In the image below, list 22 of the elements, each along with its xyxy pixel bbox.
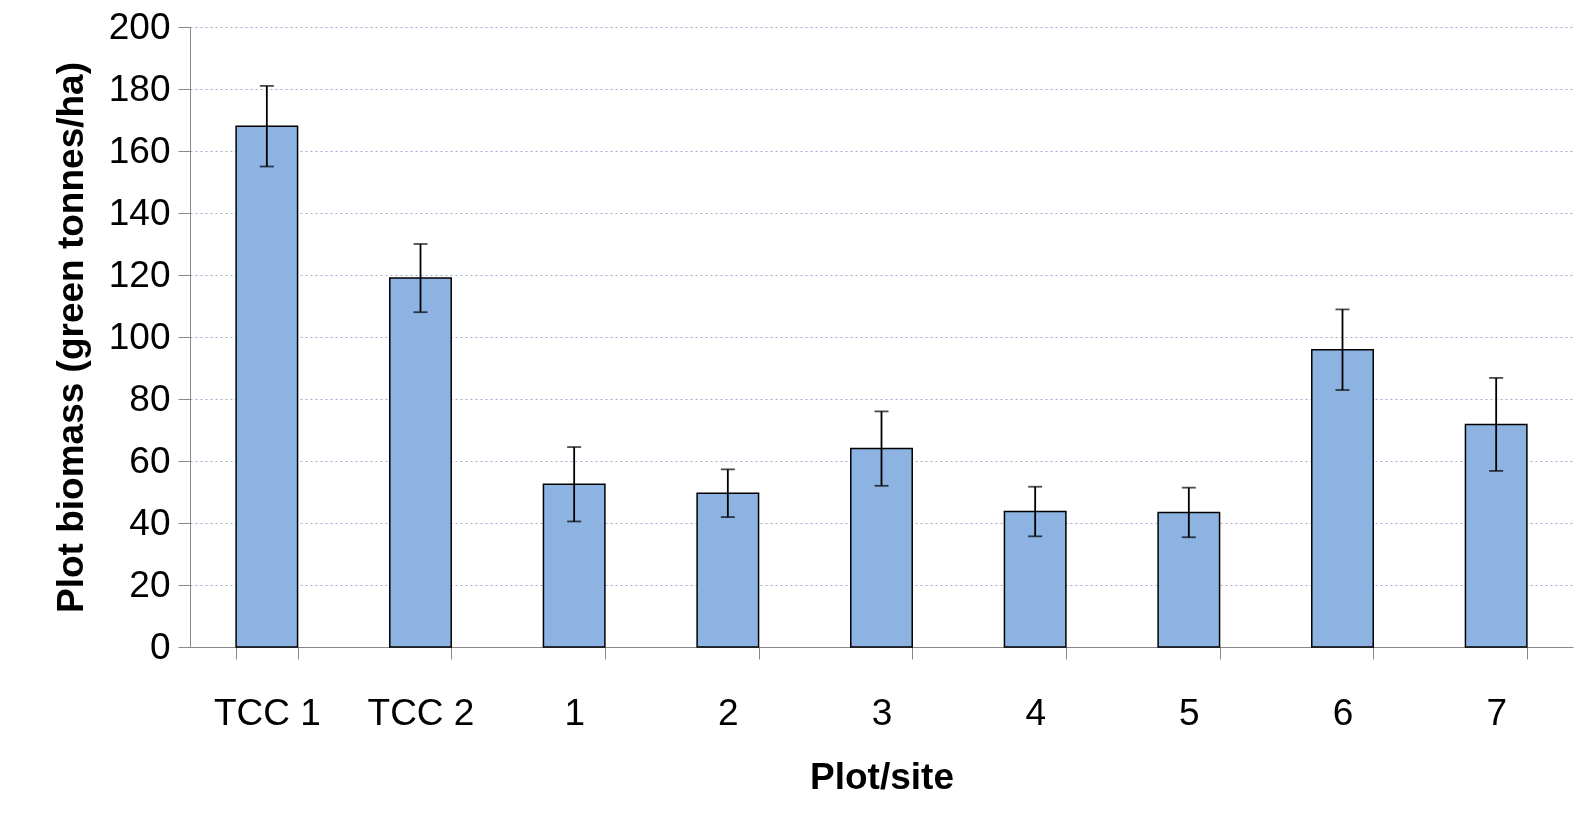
y-tick-label: 20: [129, 563, 171, 605]
y-tick-label: 80: [129, 377, 171, 419]
y-tick-label: 0: [149, 625, 171, 667]
y-tick-label: 140: [108, 191, 171, 233]
x-tick-label: TCC 1: [213, 691, 321, 733]
x-tick-label: 4: [1025, 691, 1046, 733]
y-tick-label: 100: [108, 315, 171, 357]
x-tick-label: TCC 2: [367, 691, 475, 733]
y-tick-label: 200: [108, 5, 171, 47]
y-axis-title: Plot biomass (green tonnes/ha): [49, 62, 91, 613]
y-tick-label: 160: [108, 129, 171, 171]
y-tick-label: 40: [129, 501, 171, 543]
x-axis-title: Plot/site: [810, 755, 954, 797]
y-tick-label: 60: [129, 439, 171, 481]
x-tick-label: 3: [871, 691, 893, 733]
x-tick-label: 6: [1332, 691, 1354, 733]
x-tick-label: 2: [718, 691, 739, 733]
x-tick-label: 5: [1179, 691, 1200, 733]
x-tick-label: 7: [1486, 691, 1507, 733]
y-tick-label: 120: [108, 253, 171, 295]
x-tick-label: 1: [564, 691, 585, 733]
y-tick-label: 180: [108, 67, 171, 109]
